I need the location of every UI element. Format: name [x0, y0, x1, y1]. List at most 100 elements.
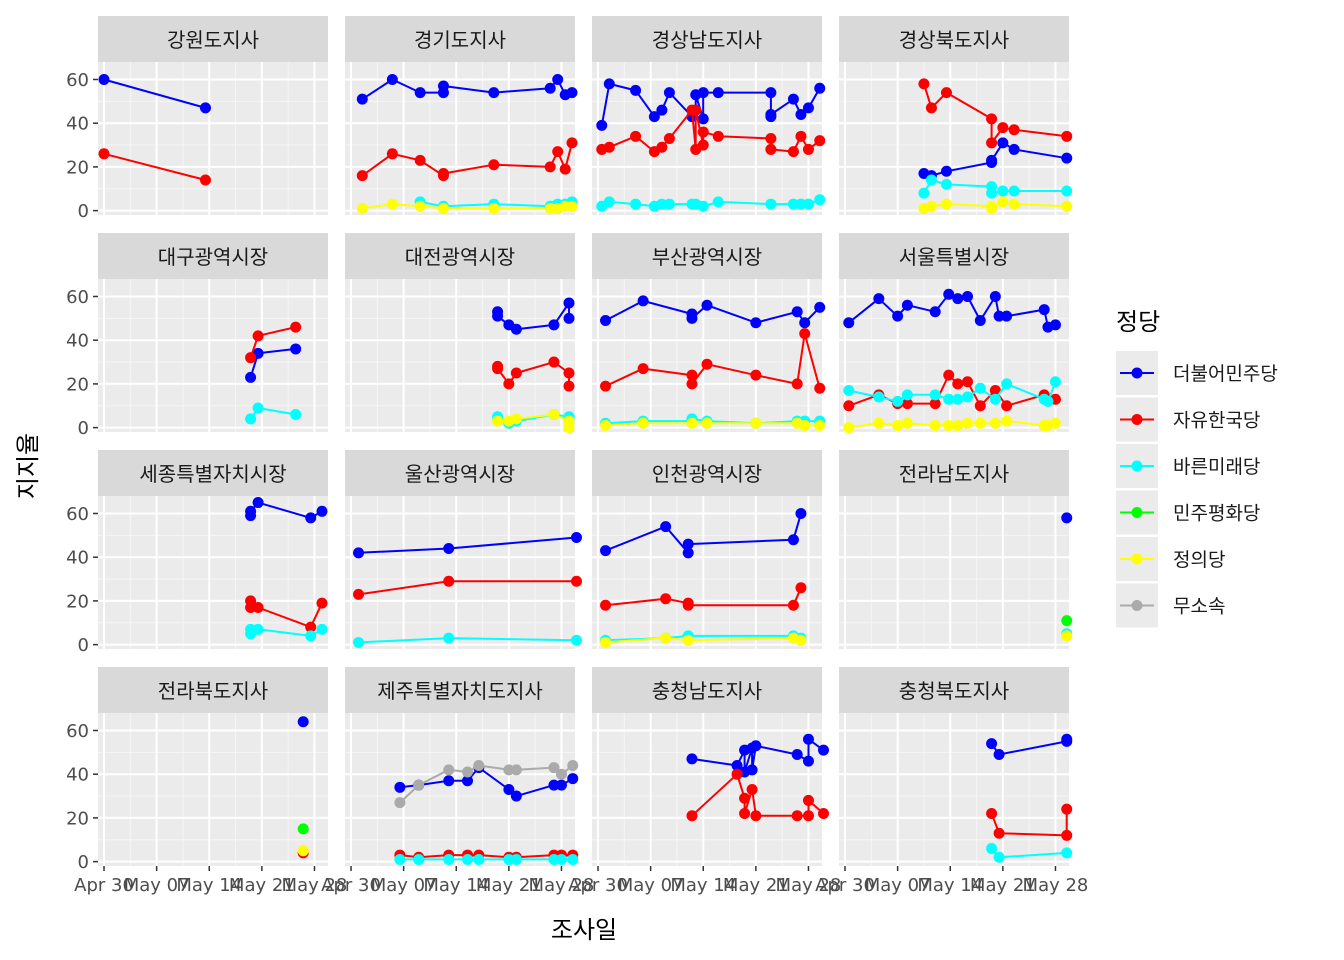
facet-strip [345, 667, 575, 713]
data-point [353, 547, 365, 559]
facet-panel: 강원도지사 0 20 40 60 [66, 16, 328, 222]
facet-strip-label: 강원도지사 [167, 28, 259, 52]
facet-panel: 경기도지사 [345, 16, 578, 215]
data-point [414, 200, 426, 212]
x-tick-label: May 07 [618, 875, 684, 896]
data-point [548, 409, 560, 421]
legend-key-point [1131, 367, 1143, 379]
data-point [986, 843, 998, 855]
data-point [1049, 376, 1061, 388]
data-point [873, 417, 885, 429]
data-point [750, 317, 762, 329]
data-point [443, 764, 455, 776]
data-point [686, 810, 698, 822]
data-point [918, 78, 930, 90]
data-point [437, 80, 449, 92]
facet-strip [592, 450, 822, 496]
data-point [892, 419, 904, 431]
data-point [765, 87, 777, 99]
data-point [548, 319, 560, 331]
data-point [544, 202, 556, 214]
series-line [691, 773, 825, 817]
data-point [814, 135, 826, 147]
data-point [746, 764, 758, 776]
data-point [567, 759, 579, 771]
data-point [510, 853, 522, 865]
data-point [488, 202, 500, 214]
data-point [600, 315, 612, 327]
data-point [993, 851, 1005, 863]
data-point [802, 143, 814, 155]
data-point [656, 198, 668, 210]
data-point [503, 378, 515, 390]
data-point [712, 196, 724, 208]
facet-strip [839, 16, 1069, 62]
data-point [462, 775, 474, 787]
data-point [993, 827, 1005, 839]
data-point [443, 853, 455, 865]
data-point [929, 389, 941, 401]
panel-background [839, 62, 1069, 215]
x-tick-label: May 14 [423, 875, 489, 896]
data-point [492, 415, 504, 427]
facet-strip-label: 대전광역시장 [405, 245, 515, 269]
data-point [356, 170, 368, 182]
data-point [795, 507, 807, 519]
data-point [843, 384, 855, 396]
data-point [1061, 152, 1073, 164]
data-point [252, 330, 264, 342]
data-point [993, 310, 1005, 322]
legend-key-point [1131, 553, 1143, 565]
data-point [802, 198, 814, 210]
data-point [600, 380, 612, 392]
data-point [986, 202, 998, 214]
facet-strip [345, 233, 575, 279]
data-point [199, 174, 211, 186]
x-tick-label: May 14 [670, 875, 736, 896]
data-point [901, 417, 913, 429]
data-point [245, 505, 257, 517]
data-point [814, 419, 826, 431]
data-point [252, 601, 264, 613]
data-point [356, 202, 368, 214]
data-point [394, 853, 406, 865]
data-point [989, 417, 1001, 429]
data-point [353, 588, 365, 600]
x-tick-label: May 07 [865, 875, 931, 896]
facet-strip [345, 450, 575, 496]
data-point [943, 369, 955, 381]
data-point [563, 422, 575, 434]
data-point [443, 775, 455, 787]
data-point [660, 632, 672, 644]
data-point [630, 198, 642, 210]
legend-title: 정당 [1116, 308, 1160, 336]
data-point [802, 755, 814, 767]
data-point [492, 363, 504, 375]
data-point [567, 773, 579, 785]
data-point [750, 417, 762, 429]
facet-strip [839, 450, 1069, 496]
panel-background [592, 713, 822, 866]
data-point [1061, 733, 1073, 745]
data-point [552, 146, 564, 158]
data-point [802, 810, 814, 822]
data-point [356, 93, 368, 105]
panel-background [592, 496, 822, 649]
x-tick-label: May 21 [476, 875, 542, 896]
data-point [353, 636, 365, 648]
data-point [997, 122, 1009, 134]
facet-panel: 서울특별시장 [839, 233, 1069, 434]
facet-strip-label: 충청북도지사 [899, 679, 1009, 703]
data-point [765, 198, 777, 210]
data-point [989, 384, 1001, 396]
data-point [952, 419, 964, 431]
data-point [929, 398, 941, 410]
series-line [103, 152, 206, 181]
data-point [682, 547, 694, 559]
data-point [712, 130, 724, 142]
data-point [663, 87, 675, 99]
x-tick-label: May 28 [776, 875, 842, 896]
y-tick-label: 40 [66, 548, 89, 569]
